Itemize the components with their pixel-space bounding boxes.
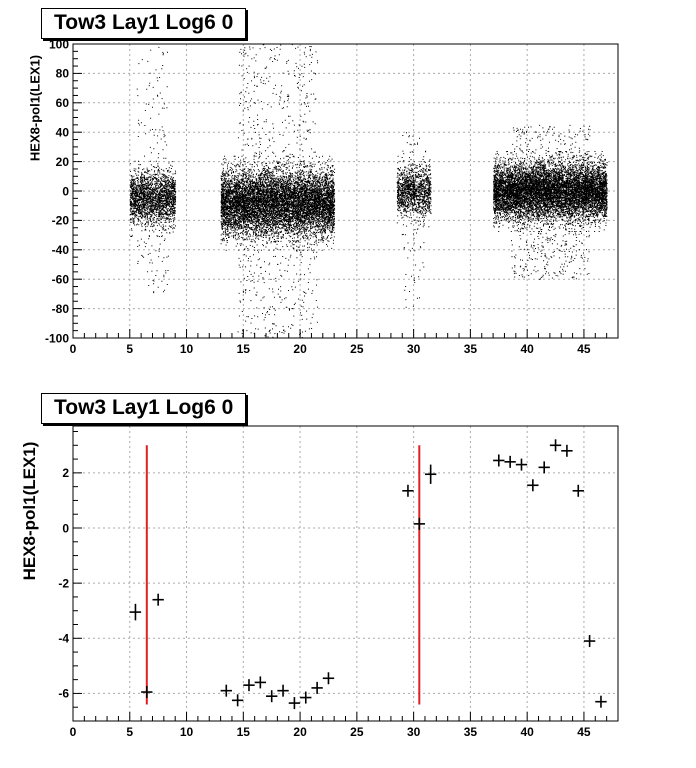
- data-point: [243, 679, 255, 692]
- y-tick-label: 60: [56, 96, 70, 110]
- x-tick-label: 35: [464, 725, 478, 739]
- plot-frame: [72, 425, 619, 722]
- data-point: [254, 676, 267, 689]
- data-point: [266, 690, 278, 703]
- data-point: [141, 686, 153, 699]
- x-tick-label: 25: [350, 342, 364, 356]
- x-tick-label: 0: [70, 725, 77, 739]
- x-tick-label: 0: [70, 342, 77, 356]
- x-tick-label: 25: [350, 725, 364, 739]
- x-tick-label: 30: [407, 342, 421, 356]
- y-tick-label: 100: [49, 37, 69, 51]
- x-tick-label: 5: [126, 342, 133, 356]
- axis-ticks: [72, 43, 619, 339]
- data-point: [561, 444, 573, 457]
- x-tick-label: 40: [520, 725, 534, 739]
- bottom-profile-plot: 0 5 10 15 20 25 30 35 40 45 -6 -4 -2 0 2: [58, 425, 619, 739]
- data-point: [277, 684, 289, 697]
- x-tick-label: 45: [577, 725, 591, 739]
- x-tick-label: 15: [237, 342, 251, 356]
- data-point: [515, 458, 528, 471]
- y-tick-label: -60: [52, 273, 70, 287]
- y-tick-label: -6: [58, 687, 69, 701]
- data-point: [300, 691, 312, 704]
- data-point: [527, 479, 539, 492]
- x-tick-label: 20: [293, 342, 307, 356]
- scatter-cluster: [493, 124, 608, 280]
- y-tick-label: 0: [62, 184, 69, 198]
- data-point: [322, 672, 335, 685]
- y-tick-label: 40: [56, 126, 70, 140]
- y-tick-label: 2: [62, 466, 69, 480]
- data-point: [413, 517, 425, 530]
- data-point: [220, 684, 232, 697]
- y-tick-label: -100: [45, 331, 69, 345]
- x-tick-label: 30: [407, 725, 421, 739]
- y-tick-label: -4: [58, 632, 69, 646]
- profile-points: [129, 439, 607, 710]
- x-tick-label: 10: [180, 725, 194, 739]
- scatter-cluster: [220, 44, 336, 339]
- x-tick-label: 45: [577, 342, 591, 356]
- scatter-cluster: [396, 132, 432, 308]
- top-scatter-plot: 0 5 10 15 20 25 30 35 40 45 -100 -80 -60 -40 -20 0 20 40 6…: [45, 37, 619, 356]
- data-point: [402, 484, 414, 497]
- scatter-cluster: [129, 46, 177, 294]
- data-point: [583, 635, 596, 648]
- y-tick-label: -20: [52, 214, 70, 228]
- data-point: [152, 593, 164, 606]
- y-tick-label: -80: [52, 302, 70, 316]
- top-scatter-panel: Tow3 Lay1 Log6 0 HEX8-pol1(LEX1) 0 5 10 15 2…: [28, 8, 619, 356]
- data-point: [288, 697, 301, 710]
- scatter-points: [129, 44, 608, 339]
- bottom-profile-panel: Tow3 Lay1 Log6 0 HEX8-pol1(LEX1) 0 5 10 15 2…: [0, 384, 696, 768]
- data-point: [595, 695, 607, 708]
- x-tick-label: 40: [520, 342, 534, 356]
- plot-area: [73, 426, 618, 721]
- data-point: [231, 694, 244, 707]
- data-point: [129, 603, 142, 621]
- x-tick-label: 5: [126, 725, 133, 739]
- data-point: [572, 484, 584, 497]
- x-tick-label: 35: [464, 342, 478, 356]
- grid-lines: [73, 426, 618, 721]
- data-point: [504, 455, 516, 468]
- y-tick-label: 20: [56, 155, 70, 169]
- data-point: [311, 681, 323, 694]
- bottom-chart-title: Tow3 Lay1 Log6 0: [41, 393, 247, 424]
- data-point: [538, 461, 550, 474]
- data-point: [424, 464, 437, 484]
- data-point: [493, 454, 505, 467]
- data-point: [549, 439, 562, 452]
- x-tick-label: 20: [293, 725, 307, 739]
- x-tick-label: 15: [237, 725, 251, 739]
- y-tick-label: -40: [52, 243, 70, 257]
- plot-frame: [72, 43, 619, 339]
- y-tick-label: 80: [56, 67, 70, 81]
- x-tick-label: 10: [180, 342, 194, 356]
- top-chart-title: Tow3 Lay1 Log6 0: [41, 8, 247, 39]
- y-tick-label: -2: [58, 576, 69, 590]
- y-tick-label: 0: [62, 521, 69, 535]
